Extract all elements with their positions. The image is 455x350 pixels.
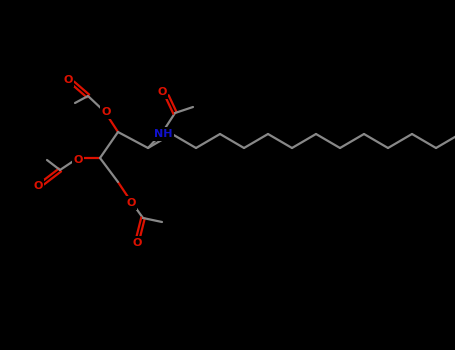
Text: O: O: [126, 198, 136, 208]
Text: O: O: [33, 181, 43, 191]
Text: O: O: [73, 155, 83, 165]
Text: O: O: [157, 87, 167, 97]
Text: O: O: [101, 107, 111, 117]
Text: NH: NH: [154, 129, 172, 139]
Text: O: O: [132, 238, 142, 248]
Text: O: O: [63, 75, 73, 85]
